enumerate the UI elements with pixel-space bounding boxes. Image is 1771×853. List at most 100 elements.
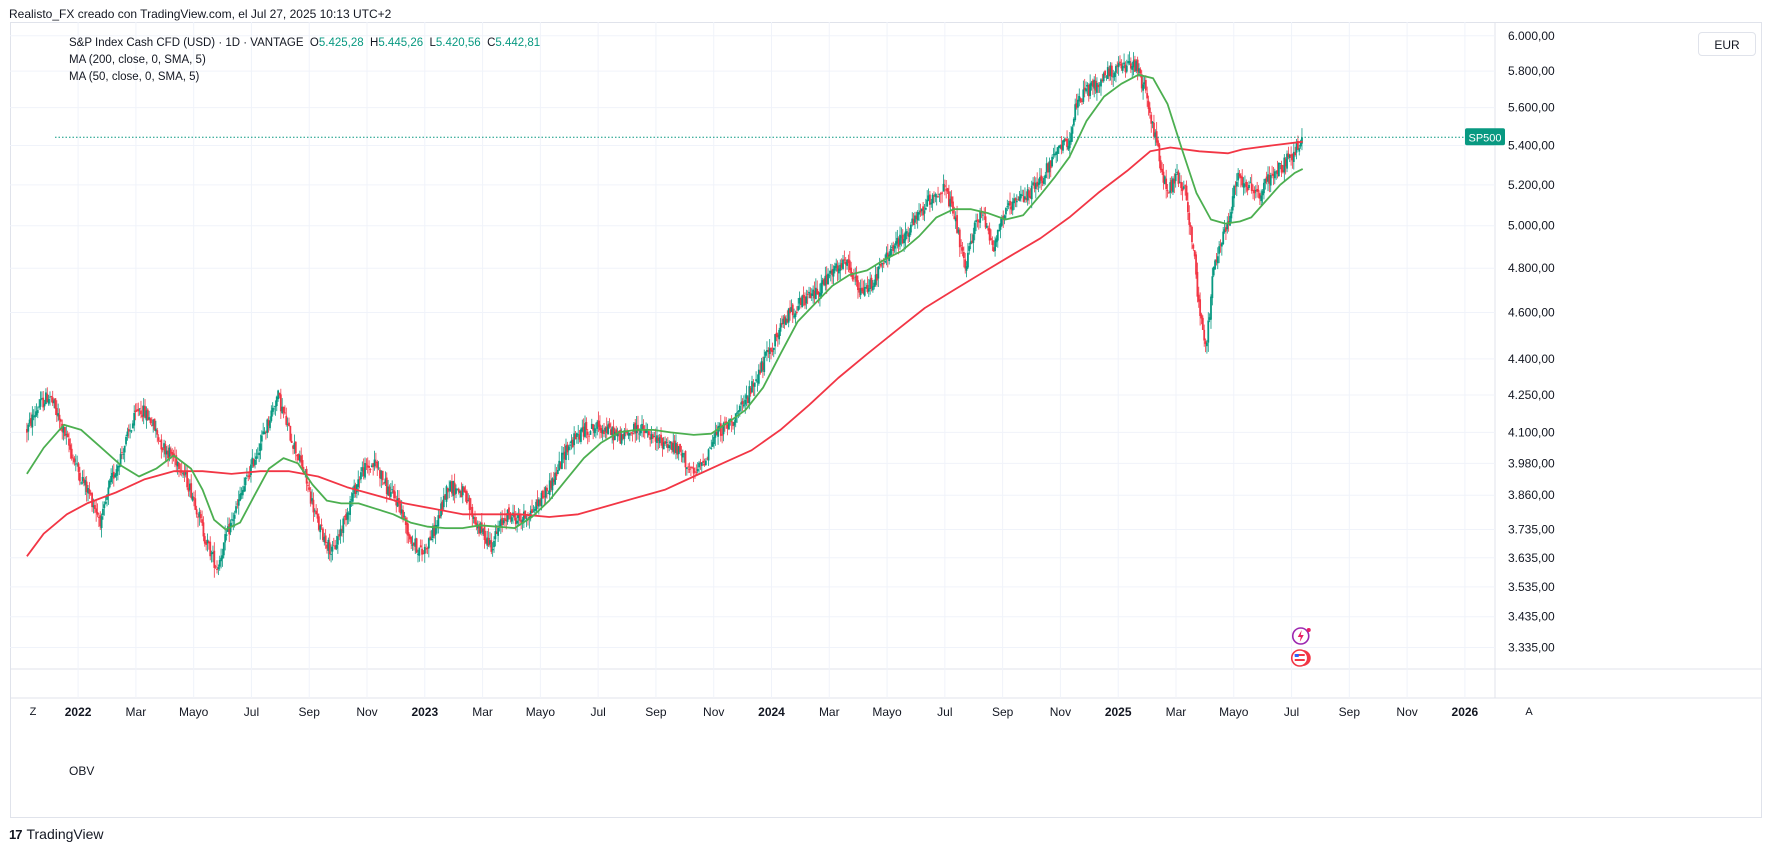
candle-body [403, 515, 406, 517]
candle-body [474, 517, 476, 524]
candle-body [1244, 184, 1246, 186]
candle-body [863, 286, 866, 296]
price-tag-badge[interactable] [1465, 128, 1505, 146]
candle-body [50, 396, 53, 398]
candle-body [732, 422, 734, 427]
candle-body [213, 550, 216, 568]
candle-body [1256, 188, 1259, 192]
legend-high-label: H [370, 37, 379, 49]
candle-body [285, 415, 288, 425]
candle-body [912, 219, 915, 226]
candle-body [1104, 70, 1106, 76]
candle-body [802, 294, 805, 298]
candle-body [320, 524, 323, 527]
candle-body [453, 482, 456, 495]
candle-body [153, 418, 156, 430]
candle-body [844, 261, 847, 265]
candle-body [317, 516, 320, 530]
candle-body [399, 503, 402, 514]
candle-body [315, 510, 318, 515]
candle-body [535, 501, 538, 511]
legend-ma50[interactable]: MA (50, close, 0, SMA, 5) [69, 71, 200, 83]
candle-body [195, 509, 198, 515]
candle-body [998, 229, 1001, 232]
legend-ma200[interactable]: MA (200, close, 0, SMA, 5) [69, 54, 206, 66]
candle-body [681, 452, 684, 458]
candle-body [1193, 250, 1196, 257]
candle-body [1301, 137, 1303, 144]
auto-button[interactable]: A [1525, 706, 1533, 718]
candle-body [122, 453, 125, 455]
candle-body [1169, 182, 1172, 193]
tradingview-logo-icon: 17 [9, 826, 23, 842]
candle-body [881, 262, 884, 265]
candle-body [393, 491, 396, 499]
auto-scale-button[interactable]: Z [29, 706, 37, 718]
y-tick-label: 4.100,00 [1508, 425, 1555, 439]
candle-body [946, 188, 949, 192]
candle-body [1081, 101, 1083, 103]
candle-body [563, 451, 566, 460]
candle-body [499, 519, 502, 527]
candle-body [408, 534, 411, 540]
candle-body [752, 383, 755, 387]
candle-body [1252, 190, 1254, 191]
candle-body [889, 248, 892, 257]
candle-body [679, 444, 681, 452]
candle-body [1191, 227, 1193, 243]
us-flag-event-icon[interactable] [1290, 649, 1309, 667]
candle-body [232, 519, 235, 521]
candle-body [1066, 138, 1068, 148]
candle-body [671, 442, 673, 450]
candle-body [934, 194, 937, 197]
candle-body [550, 481, 552, 489]
candle-body [839, 264, 842, 271]
candle-body [62, 426, 65, 433]
candle-body [148, 417, 151, 420]
candle-body [1239, 175, 1242, 179]
candle-body [657, 437, 660, 441]
candle-body [895, 241, 897, 246]
candle-body [1083, 87, 1086, 91]
candle-body [688, 468, 691, 470]
candle-body [46, 393, 49, 403]
tradingview-logo[interactable]: 17 TradingView [9, 826, 104, 842]
candle-body [429, 536, 432, 541]
candle-body [1116, 65, 1119, 67]
candle-body [1238, 173, 1241, 177]
candle-body [1033, 182, 1036, 189]
candle-body [709, 447, 711, 449]
candle-body [517, 514, 520, 519]
candle-body [1146, 93, 1149, 99]
candle-body [1263, 182, 1265, 194]
candle-body [292, 445, 294, 449]
candle-body [808, 291, 810, 294]
candle-body [123, 445, 126, 453]
candle-body [780, 323, 783, 325]
candle-body [1267, 174, 1269, 182]
candle-body [627, 433, 630, 436]
candle-body [897, 238, 900, 247]
candle-body [759, 370, 762, 374]
candle-body [700, 462, 703, 466]
candle-body [1196, 271, 1199, 297]
candle-body [551, 478, 554, 491]
x-tick-label: 2023 [411, 705, 438, 719]
candle-body [660, 434, 662, 438]
candle-body [684, 450, 687, 468]
candle-body [546, 487, 548, 492]
candle-body [909, 224, 912, 233]
candle-body [65, 434, 68, 436]
candle-body [413, 542, 415, 546]
candle-body [1030, 185, 1033, 200]
candle-body [813, 290, 816, 299]
candle-body [608, 423, 611, 428]
currency-button[interactable]: EUR [1698, 32, 1756, 56]
legend-symbol-row[interactable]: S&P Index Cash CFD (USD) · 1D · VANTAGE … [69, 35, 540, 52]
candle-body [274, 406, 277, 407]
candle-body [715, 431, 718, 435]
candle-body [1288, 154, 1291, 158]
candle-body [396, 498, 399, 507]
candle-body [1043, 177, 1045, 185]
